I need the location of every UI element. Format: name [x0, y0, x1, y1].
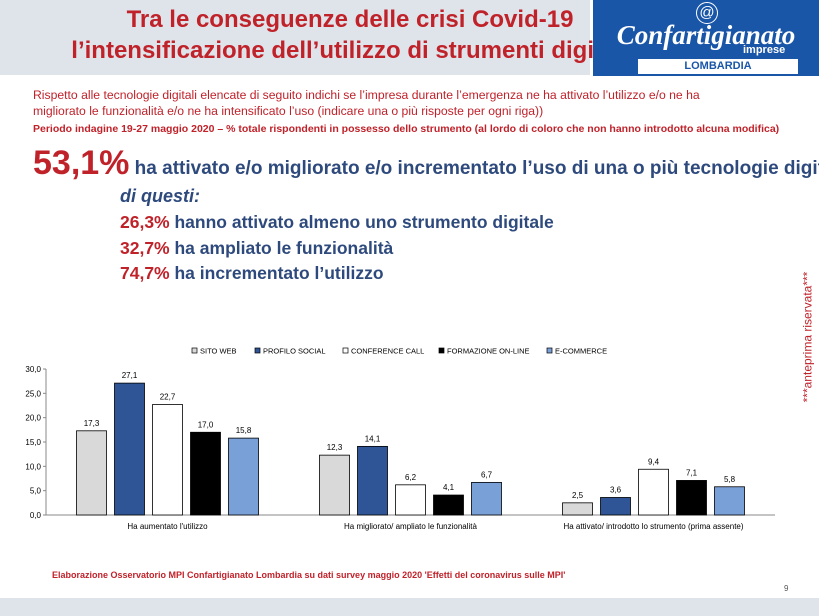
question-line-1: Rispetto alle tecnologie digitali elenca…: [33, 88, 700, 102]
bar: [357, 445, 388, 516]
y-tick-label: 10,0: [25, 462, 41, 471]
x-category-label: Ha migliorato/ ampliato le funzionalità: [344, 522, 478, 531]
stat-text: hanno attivato almeno uno strumento digi…: [169, 212, 554, 232]
data-label: 17,0: [198, 420, 214, 429]
page-number: 9: [784, 584, 789, 593]
confartigianato-logo: @ Confartigianato imprese LOMBARDIA: [593, 0, 819, 76]
bottom-band: [0, 598, 819, 616]
y-tick-label: 20,0: [25, 414, 41, 423]
headline-pct: 53,1%: [33, 144, 130, 182]
x-category-label: Ha aumentato l'utilizzo: [127, 522, 208, 531]
bar: [319, 454, 350, 516]
data-label: 6,2: [405, 473, 417, 482]
stat-pct: 32,7%: [120, 238, 170, 258]
question-line-2: migliorato le funzionalità e/o ne ha int…: [33, 104, 544, 118]
stat-pct: 26,3%: [120, 212, 170, 232]
bar: [395, 484, 426, 516]
data-label: 7,1: [686, 468, 698, 477]
y-tick-label: 5,0: [30, 487, 42, 496]
stat-text: ha ampliato le funzionalità: [169, 238, 394, 258]
data-label: 12,3: [327, 443, 343, 452]
legend-label: E-COMMERCE: [555, 347, 607, 356]
logo-region: LOMBARDIA: [638, 59, 798, 74]
legend-label: FORMAZIONE ON-LINE: [447, 347, 530, 356]
headline-stat: 53,1% ha attivato e/o migliorato e/o inc…: [33, 144, 819, 183]
headline-text: ha attivato e/o migliorato e/o increment…: [129, 158, 819, 179]
legend-swatch: [546, 347, 553, 354]
data-label: 27,1: [122, 371, 138, 380]
stat-pct: 74,7%: [120, 263, 170, 283]
survey-period: Periodo indagine 19-27 maggio 2020 – % t…: [33, 123, 780, 135]
stat-line: 74,7% ha incrementato l’utilizzo: [120, 263, 384, 284]
y-tick-label: 30,0: [25, 365, 41, 374]
data-label: 15,8: [236, 426, 252, 435]
reserved-preview-note: ***anteprima riservata***: [800, 270, 815, 405]
at-symbol-icon: @: [696, 2, 718, 24]
bar: [562, 502, 593, 516]
y-tick-label: 0,0: [30, 511, 42, 520]
data-label: 14,1: [365, 434, 381, 443]
bar: [114, 382, 145, 516]
legend-swatch: [438, 347, 445, 354]
bar: [76, 430, 107, 516]
legend-swatch: [342, 347, 349, 354]
data-label: 3,6: [610, 485, 622, 494]
x-category-label: Ha attivato/ introdotto lo strumento (pr…: [563, 522, 743, 531]
bar: [676, 480, 707, 516]
legend-label: CONFERENCE CALL: [351, 347, 424, 356]
survey-question: Rispetto alle tecnologie digitali elenca…: [33, 87, 763, 119]
stat-text: ha incrementato l’utilizzo: [169, 263, 384, 283]
data-label: 9,4: [648, 457, 660, 466]
legend-label: SITO WEB: [200, 347, 237, 356]
bar: [714, 486, 745, 516]
bar: [190, 431, 221, 516]
stat-line: 32,7% ha ampliato le funzionalità: [120, 238, 393, 259]
source-note: Elaborazione Osservatorio MPI Confartigi…: [52, 570, 566, 580]
logo-name: Confartigianato: [616, 20, 796, 50]
y-tick-label: 25,0: [25, 389, 41, 398]
data-label: 2,5: [572, 491, 584, 500]
y-tick-label: 15,0: [25, 438, 41, 447]
bar-chart: 0,0 5,0 10,0 15,0 20,0 25,0 30,0 17,3 27,1 22,7 17…: [25, 347, 775, 531]
bar: [228, 437, 259, 516]
legend-label: PROFILO SOCIAL: [263, 347, 326, 356]
legend-swatch: [191, 347, 198, 354]
bar: [152, 404, 183, 516]
data-label: 5,8: [724, 475, 736, 484]
bar: [638, 468, 669, 516]
title-line-1: Tra le conseguenze delle crisi Covid-19: [126, 6, 574, 33]
title-line-2: l’intensificazione dell’utilizzo di stru…: [71, 37, 629, 64]
header-band: [0, 0, 590, 75]
legend-swatch: [254, 347, 261, 354]
page-title: Tra le conseguenze delle crisi Covid-19 …: [0, 4, 700, 66]
data-label: 6,7: [481, 470, 493, 479]
data-label: 17,3: [84, 419, 100, 428]
bar: [471, 481, 502, 516]
bar: [433, 494, 464, 516]
bar: [600, 497, 631, 516]
logo-sub: imprese: [743, 44, 786, 56]
data-label: 4,1: [443, 483, 455, 492]
subhead: di questi:: [120, 186, 200, 206]
data-label: 22,7: [160, 393, 176, 402]
side-note-text: ***anteprima riservata***: [800, 271, 815, 403]
stat-line: 26,3% hanno attivato almeno uno strument…: [120, 212, 554, 233]
